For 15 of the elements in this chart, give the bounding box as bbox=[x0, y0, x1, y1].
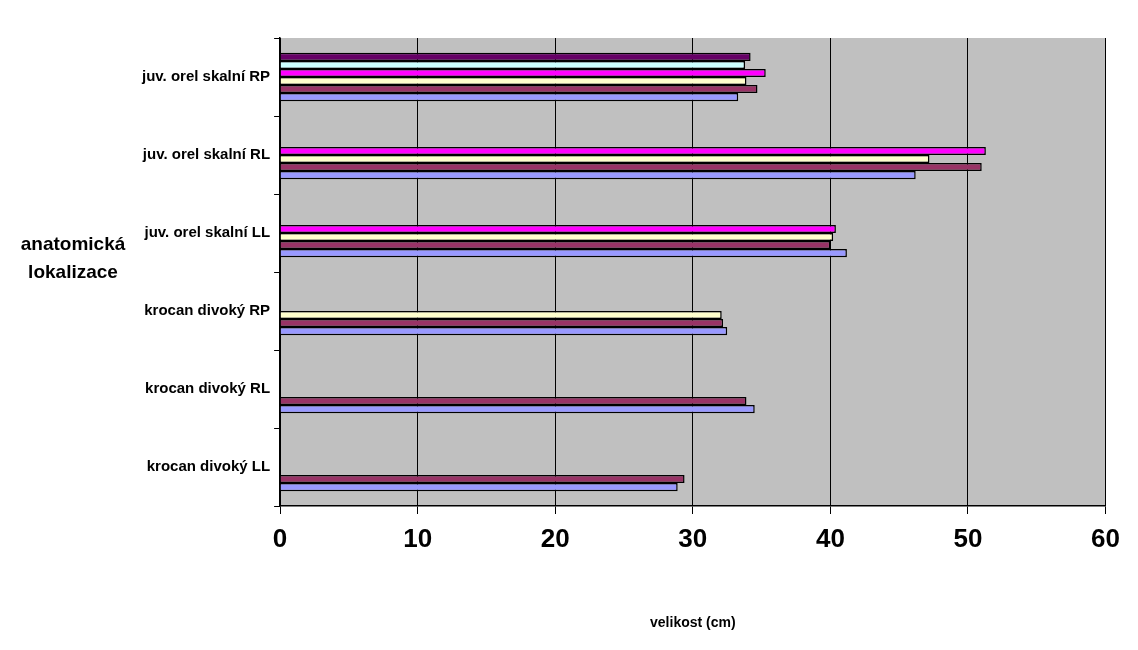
x-tick-label: 50 bbox=[953, 522, 983, 553]
x-axis-title: velikost (cm) bbox=[650, 614, 736, 631]
x-tick-label: 30 bbox=[678, 522, 708, 553]
x-tick-label: 40 bbox=[815, 522, 845, 553]
x-tick-label: 10 bbox=[403, 522, 433, 553]
y-tick-label: juv. orel skalní LL bbox=[143, 223, 271, 241]
x-tick-label: 60 bbox=[1091, 522, 1120, 553]
x-tick-label: 20 bbox=[540, 522, 570, 553]
y-tick-label: juv. orel skalní RP bbox=[140, 67, 271, 85]
y-tick-label: krocan divoký RL bbox=[145, 379, 271, 397]
x-tick-label: 0 bbox=[272, 522, 288, 553]
y-tick-label: juv. orel skalní RL bbox=[141, 145, 271, 163]
y-tick-label: krocan divoký RP bbox=[144, 301, 271, 319]
y-tick-label: krocan divoký LL bbox=[146, 457, 271, 475]
y-axis-title: anatomická lokalizace bbox=[19, 232, 127, 284]
